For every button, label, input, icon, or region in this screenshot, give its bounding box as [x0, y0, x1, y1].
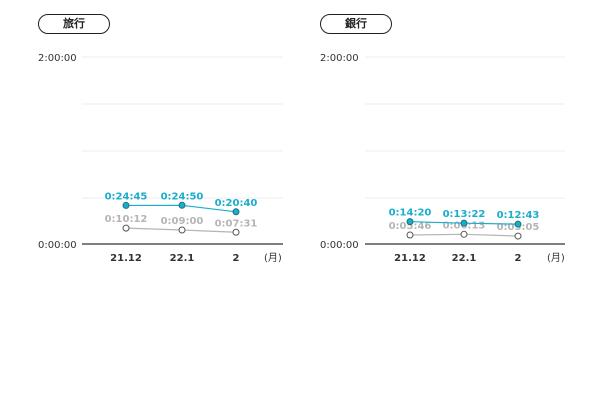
- data-point: [406, 218, 414, 226]
- x-tick-label: 21.12: [110, 253, 142, 264]
- x-tick-label: 2: [515, 253, 522, 264]
- data-label: 0:10:12: [105, 214, 148, 225]
- data-point: [514, 220, 522, 228]
- chart-title-tab: 旅行: [38, 14, 110, 34]
- y-tick-label: 0:00:00: [320, 240, 359, 251]
- data-label: 0:13:22: [443, 209, 486, 220]
- line-chart: 2:00:00 0:00:00 21.12 22.1 2 (月) 0:10:12 0:09:0…: [38, 53, 283, 264]
- data-label: 0:12:43: [497, 210, 540, 221]
- x-tick-label: 21.12: [394, 253, 426, 264]
- y-tick-label: 0:00:00: [38, 240, 77, 251]
- data-label: 0:05:46: [389, 221, 432, 232]
- x-axis-unit: (月): [547, 252, 565, 264]
- x-tick-label: 22.1: [452, 253, 477, 264]
- x-axis-unit: (月): [264, 252, 282, 264]
- line-chart: 2:00:000:00:0021.1222.12(月)0:05:460:06:1…: [320, 53, 565, 264]
- data-label: 0:09:00: [161, 216, 204, 227]
- data-point: [232, 208, 240, 216]
- y-tick-label: 2:00:00: [320, 53, 359, 64]
- y-tick-label: 2:00:00: [38, 53, 77, 64]
- data-point: [232, 228, 240, 236]
- data-point: [406, 231, 414, 239]
- chart-panel-travel: 旅行 2:00:00 0:00:00 21.12 22.1 2 (月) 0:10:12 0:0…: [0, 0, 300, 300]
- data-point: [178, 201, 186, 209]
- chart-title-tab: 銀行: [320, 14, 392, 34]
- data-label: 0:07:31: [215, 218, 258, 229]
- x-tick-label: 22.1: [170, 253, 195, 264]
- data-point: [122, 224, 130, 232]
- data-point: [514, 232, 522, 240]
- data-point: [460, 230, 468, 238]
- x-tick-label: 2: [233, 253, 240, 264]
- data-label: 0:24:50: [161, 191, 204, 202]
- data-label: 0:24:45: [105, 191, 148, 202]
- data-point: [460, 219, 468, 227]
- chart-panel-bank: 銀行 2:00:000:00:0021.1222.12(月)0:05:460:0…: [300, 0, 600, 300]
- data-label: 0:20:40: [215, 198, 258, 209]
- data-point: [178, 226, 186, 234]
- data-label: 0:14:20: [389, 208, 432, 219]
- data-point: [122, 201, 130, 209]
